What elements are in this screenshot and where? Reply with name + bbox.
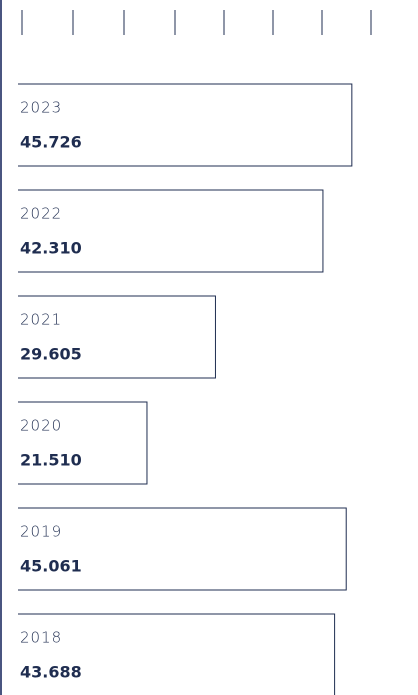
value-label: 43.688: [20, 663, 82, 682]
bar: [18, 295, 216, 379]
bar: [18, 613, 336, 695]
value-label: 45.726: [20, 133, 82, 152]
category-label: 2022: [20, 205, 62, 223]
value-label: 42.310: [20, 239, 82, 258]
bar: [18, 401, 148, 485]
category-label: 2021: [20, 311, 62, 329]
category-label: 2019: [20, 523, 62, 541]
bar: [18, 189, 324, 273]
bar: [18, 83, 353, 167]
value-label: 21.510: [20, 451, 82, 470]
decorative-ticks: [21, 10, 372, 35]
category-label: 2018: [20, 629, 62, 647]
value-label: 45.061: [20, 557, 82, 576]
category-label: 2020: [20, 417, 62, 435]
bar: [18, 507, 347, 591]
value-label: 29.605: [20, 345, 82, 364]
category-label: 2023: [20, 99, 62, 117]
